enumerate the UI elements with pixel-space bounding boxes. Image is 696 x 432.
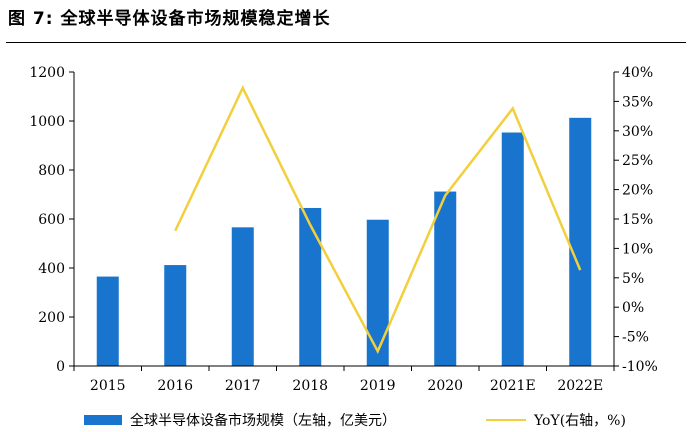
bar-2015 bbox=[96, 276, 119, 366]
bar-2020 bbox=[434, 191, 457, 366]
legend-label-yoy: YoY(右轴，%) bbox=[534, 413, 626, 429]
y-right-tick-label: 5% bbox=[622, 271, 644, 287]
title-rule bbox=[6, 42, 686, 43]
y-right-tick-label: 0% bbox=[622, 300, 644, 316]
x-tick-label-2016: 2016 bbox=[157, 378, 193, 394]
combo-chart: 0 200 400 600 800 1000 1200 -10% -5% 0% 5% 10% 15% 20… bbox=[29, 65, 658, 394]
y-left-tick-label: 400 bbox=[38, 261, 65, 277]
x-tick-label-2020: 2020 bbox=[427, 378, 463, 394]
x-tick-label-2022E: 2022E bbox=[557, 378, 603, 394]
legend-label-market-size: 全球半导体设备市场规模（左轴，亿美元） bbox=[130, 413, 396, 429]
y-right-tick-label: -5% bbox=[622, 330, 649, 346]
bar-2022E bbox=[569, 117, 592, 366]
x-tick-label-2015: 2015 bbox=[90, 378, 126, 394]
y-right-tick-label: -10% bbox=[622, 359, 658, 375]
bar-2017 bbox=[231, 227, 254, 366]
yoy-line bbox=[174, 84, 582, 355]
y-right-tick-label: 10% bbox=[622, 241, 653, 257]
x-tick-label-2017: 2017 bbox=[225, 378, 261, 394]
legend: 全球半导体设备市场规模（左轴，亿美元） YoY(右轴，%) bbox=[0, 408, 696, 432]
bar-2019 bbox=[366, 219, 389, 366]
y-left-tick-label: 1000 bbox=[29, 114, 65, 130]
legend-swatch-bar bbox=[84, 415, 122, 425]
figure-title: 图 7: 全球半导体设备市场规模稳定增长 bbox=[8, 4, 330, 34]
figure-number: 图 7: bbox=[8, 9, 54, 29]
y-right-tick-label: 30% bbox=[622, 124, 653, 140]
bar-2021E bbox=[501, 132, 524, 366]
y-left-tick-label: 800 bbox=[38, 163, 65, 179]
y-right-tick-label: 40% bbox=[622, 65, 653, 81]
y-right-tick-label: 25% bbox=[622, 153, 653, 169]
bar-2016 bbox=[164, 265, 187, 366]
y-right-tick-label: 20% bbox=[622, 183, 653, 199]
x-tick-label-2021E: 2021E bbox=[490, 378, 536, 394]
y-left-tick-label: 600 bbox=[38, 212, 65, 228]
legend-item-market-size: 全球半导体设备市场规模（左轴，亿美元） bbox=[84, 408, 396, 432]
legend-swatch-line bbox=[486, 419, 526, 421]
bar-2018 bbox=[299, 207, 322, 366]
x-tick-label-2019: 2019 bbox=[360, 378, 396, 394]
legend-item-yoy: YoY(右轴，%) bbox=[486, 408, 626, 432]
y-left-tick-label: 0 bbox=[56, 359, 65, 375]
y-left-tick-label: 200 bbox=[38, 310, 65, 326]
y-left-tick-label: 1200 bbox=[29, 65, 65, 81]
y-right-tick-label: 35% bbox=[622, 94, 653, 110]
y-right-tick-label: 15% bbox=[622, 212, 653, 228]
x-tick-label-2018: 2018 bbox=[292, 378, 328, 394]
figure-title-text: 全球半导体设备市场规模稳定增长 bbox=[60, 9, 331, 29]
